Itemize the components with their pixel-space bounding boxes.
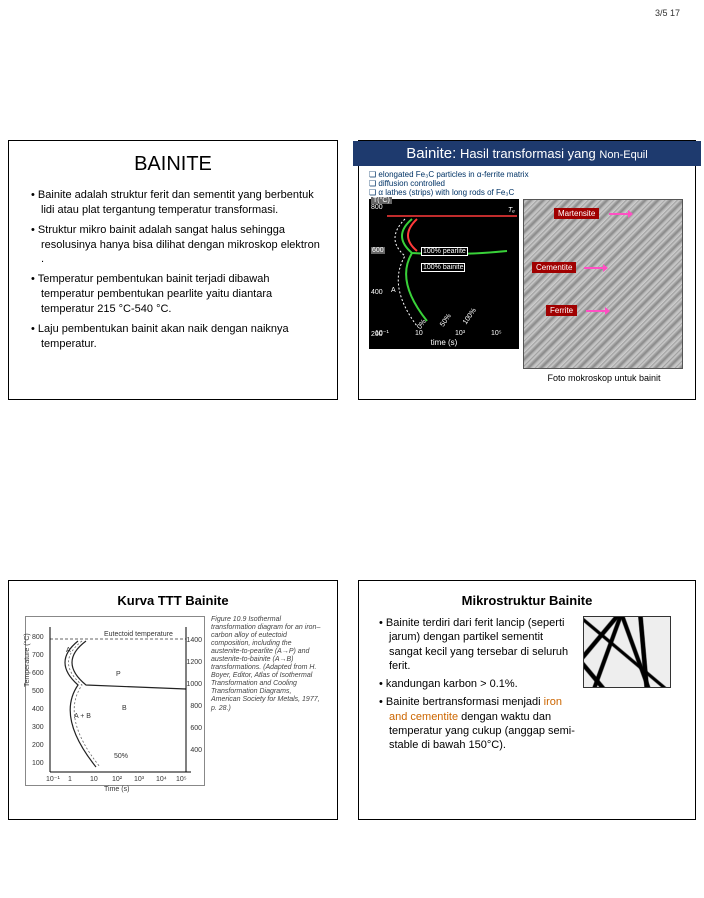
region-AB: A + B bbox=[74, 713, 91, 720]
austenite-label: A bbox=[391, 287, 396, 294]
y-tick: 800 bbox=[371, 204, 383, 211]
slide1-bullets: Bainite adalah struktur ferit dan sement… bbox=[25, 188, 321, 351]
y-tick-r: 1200 bbox=[186, 659, 202, 666]
x-tick: 10³ bbox=[455, 330, 465, 337]
list-item: α lathes (strips) with long rods of Fe₃C bbox=[369, 188, 685, 197]
ttt-figure: 800 700 600 500 400 300 200 100 1400 120… bbox=[25, 616, 321, 786]
x-axis-title: time (s) bbox=[369, 338, 519, 347]
list-item: Bainite terdiri dari ferit lancip (seper… bbox=[379, 616, 575, 673]
list-item: Bainite adalah struktur ferit dan sement… bbox=[31, 188, 321, 218]
slide4-bullets: Bainite terdiri dari ferit lancip (seper… bbox=[375, 616, 575, 757]
x-tick: 10 bbox=[415, 330, 423, 337]
y-tick: 500 bbox=[32, 688, 44, 695]
arrow-icon bbox=[586, 310, 606, 312]
slide2-header: Bainite: Hasil transformasi yang Non-Equ… bbox=[353, 141, 701, 166]
y-tick: 600 bbox=[371, 247, 385, 254]
slide-microstructure: Mikrostruktur Bainite Bainite terdiri da… bbox=[358, 580, 696, 820]
y-tick: 300 bbox=[32, 724, 44, 731]
slide-row-2: Kurva TTT Bainite 800 70 bbox=[0, 580, 704, 820]
slide3-title: Kurva TTT Bainite bbox=[25, 593, 321, 608]
bainite-label: 100% bainite bbox=[421, 263, 465, 272]
microstructure-image bbox=[583, 616, 671, 688]
list-item: elongated Fe₃C particles in α-ferrite ma… bbox=[369, 170, 685, 179]
list-item: Laju pembentukan bainit akan naik dengan… bbox=[31, 322, 321, 352]
ttt-large-graph: 800 700 600 500 400 300 200 100 1400 120… bbox=[25, 616, 205, 786]
slide2-sub-bullets: elongated Fe₃C particles in α-ferrite ma… bbox=[369, 170, 685, 197]
y-tick: 100 bbox=[32, 760, 44, 767]
y-tick-r: 1400 bbox=[186, 637, 202, 644]
sem-caption: Foto mokroskop untuk bainit bbox=[523, 373, 685, 383]
pct50-label: 50% bbox=[114, 753, 128, 760]
y-tick: 800 bbox=[32, 634, 44, 641]
ttt-mini-chart: T(°C) 800 600 400 200 1 bbox=[369, 199, 519, 349]
y-axis-label: Temperature (°C) bbox=[24, 633, 31, 687]
header-main: Bainite: bbox=[406, 145, 456, 162]
bullet3-a: Bainite bertransformasi menjadi bbox=[386, 696, 544, 708]
x-axis-label: Time (s) bbox=[104, 786, 129, 793]
page-number: 3/5 17 bbox=[655, 8, 680, 18]
te-label: Tₑ bbox=[508, 207, 515, 214]
y-tick-r: 1000 bbox=[186, 681, 202, 688]
region-P: P bbox=[116, 671, 121, 678]
x-tick: 10³ bbox=[134, 776, 144, 783]
cementite-label: Cementite bbox=[532, 262, 576, 273]
x-tick: 1 bbox=[68, 776, 72, 783]
x-tick: 10⁵ bbox=[491, 330, 502, 337]
list-item: diffusion controlled bbox=[369, 179, 685, 188]
y-tick: 400 bbox=[371, 289, 383, 296]
x-tick: 10⁵ bbox=[176, 776, 187, 783]
x-tick: 10⁻¹ bbox=[375, 329, 389, 337]
y-tick: 700 bbox=[32, 652, 44, 659]
martensite-label: Martensite bbox=[554, 208, 599, 219]
x-tick: 10 bbox=[90, 776, 98, 783]
y-tick: 200 bbox=[32, 742, 44, 749]
x-tick: 10⁻¹ bbox=[46, 775, 60, 783]
list-item: Struktur mikro bainit adalah sangat halu… bbox=[31, 223, 321, 268]
eutectoid-label: Eutectoid temperature bbox=[104, 631, 173, 638]
region-A: A bbox=[66, 647, 71, 654]
list-item: Temperatur pembentukan bainit terjadi di… bbox=[31, 272, 321, 317]
y-tick-r: 800 bbox=[190, 703, 202, 710]
figure-caption: Figure 10.9 Isothermal transformation di… bbox=[211, 616, 321, 786]
list-item: kandungan karbon > 0.1%. bbox=[379, 677, 575, 691]
pearlite-label: 100% pearlite bbox=[421, 247, 468, 256]
header-rest: Hasil transformasi yang bbox=[456, 146, 599, 161]
slide2-body: T(°C) 800 600 400 200 1 bbox=[369, 199, 685, 383]
y-tick: 600 bbox=[32, 670, 44, 677]
y-tick-r: 400 bbox=[190, 747, 202, 754]
sem-micrograph: Martensite Cementite Ferrite bbox=[523, 199, 683, 369]
sem-column: Martensite Cementite Ferrite Foto mokros… bbox=[523, 199, 685, 383]
slide-ttt-curve: Kurva TTT Bainite 800 70 bbox=[8, 580, 338, 820]
slide4-body: Bainite terdiri dari ferit lancip (seper… bbox=[375, 616, 679, 757]
arrow-icon bbox=[609, 213, 629, 215]
y-tick: 400 bbox=[32, 706, 44, 713]
x-tick: 10⁴ bbox=[156, 776, 167, 783]
slide-bainite-diagram: Bainite: Hasil transformasi yang Non-Equ… bbox=[358, 140, 696, 400]
region-B: B bbox=[122, 705, 127, 712]
slide1-title: BAINITE bbox=[25, 153, 321, 176]
header-non: Non-Equil bbox=[599, 149, 647, 161]
slide-row-1: BAINITE Bainite adalah struktur ferit da… bbox=[0, 140, 704, 400]
list-item: Bainite bertransformasi menjadi iron and… bbox=[379, 695, 575, 752]
ferrite-label: Ferrite bbox=[546, 305, 577, 316]
slide4-title: Mikrostruktur Bainite bbox=[375, 593, 679, 608]
ttt-large-svg bbox=[26, 617, 206, 787]
slide-bainite-text: BAINITE Bainite adalah struktur ferit da… bbox=[8, 140, 338, 400]
x-tick: 10² bbox=[112, 776, 122, 783]
arrow-icon bbox=[584, 267, 604, 269]
y-tick-r: 600 bbox=[190, 725, 202, 732]
